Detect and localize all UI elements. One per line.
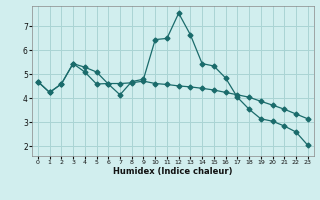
X-axis label: Humidex (Indice chaleur): Humidex (Indice chaleur) [113, 167, 233, 176]
